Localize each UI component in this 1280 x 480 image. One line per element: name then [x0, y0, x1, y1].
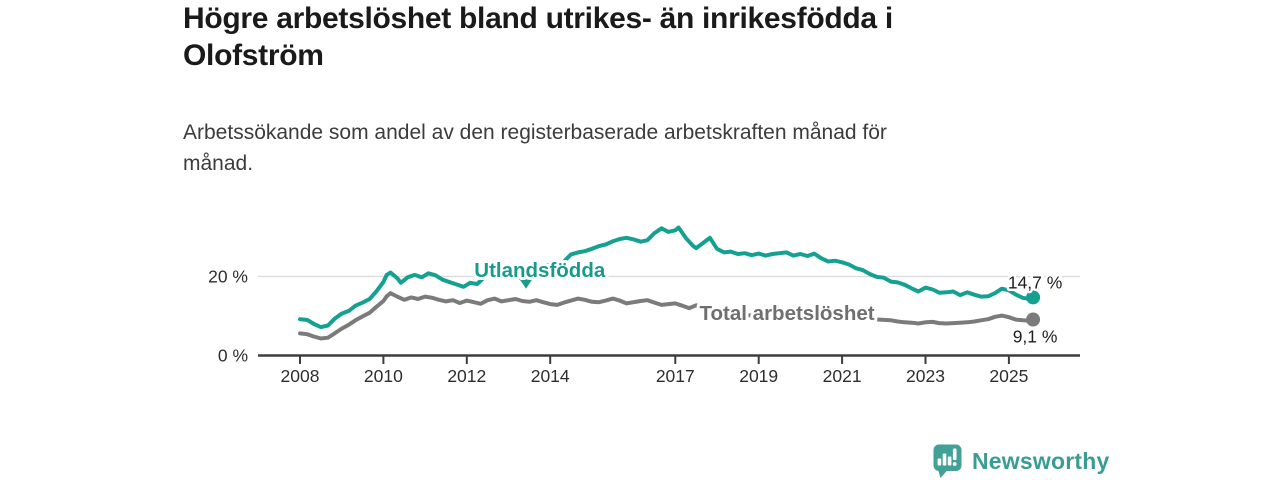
y-tick-label: 20 %: [208, 267, 248, 287]
x-tick-label: 2012: [447, 366, 486, 386]
series-end-dot-1: [1026, 312, 1041, 327]
series-label-0: Utlandsfödda: [474, 259, 606, 282]
newsworthy-logo: Newsworthy: [933, 444, 1109, 479]
page-title: Högre arbetslöshet bland utrikes- än inr…: [183, 2, 893, 72]
x-tick-label: 2010: [364, 366, 403, 386]
series-label-caret-0: [520, 279, 533, 289]
series-label-1: Total arbetslöshet: [700, 302, 875, 325]
x-tick-label: 2023: [906, 366, 945, 386]
x-tick-label: 2017: [656, 366, 695, 386]
x-axis: 2008 2010 2012 2014 2017 2019 2021 2023 2025: [258, 354, 1080, 386]
series-lines: [298, 225, 1036, 341]
series-annotations: Utlandsfödda 14,7 % Total arbetslöshet 9,1 …: [471, 256, 1065, 349]
x-tick-label: 2014: [531, 366, 570, 386]
y-tick-label: 0 %: [218, 346, 248, 366]
x-tick-label: 2008: [281, 366, 320, 386]
series-end-dot-0: [1026, 290, 1041, 305]
x-tick-label: 2019: [739, 366, 778, 386]
x-tick-label: 2025: [989, 366, 1028, 386]
chart-subtitle: Arbetssökande som andel av den registerb…: [183, 121, 887, 175]
x-tick-label: 2021: [823, 366, 862, 386]
series-end-value-label-1: 9,1 %: [1013, 327, 1058, 347]
newsworthy-logo-text: Newsworthy: [972, 448, 1110, 474]
series-line-0: [298, 225, 1036, 330]
newsworthy-logo-icon: [933, 444, 962, 478]
series-end-value-label-0: 14,7 %: [1008, 272, 1062, 292]
series-line-1: [298, 291, 1036, 341]
